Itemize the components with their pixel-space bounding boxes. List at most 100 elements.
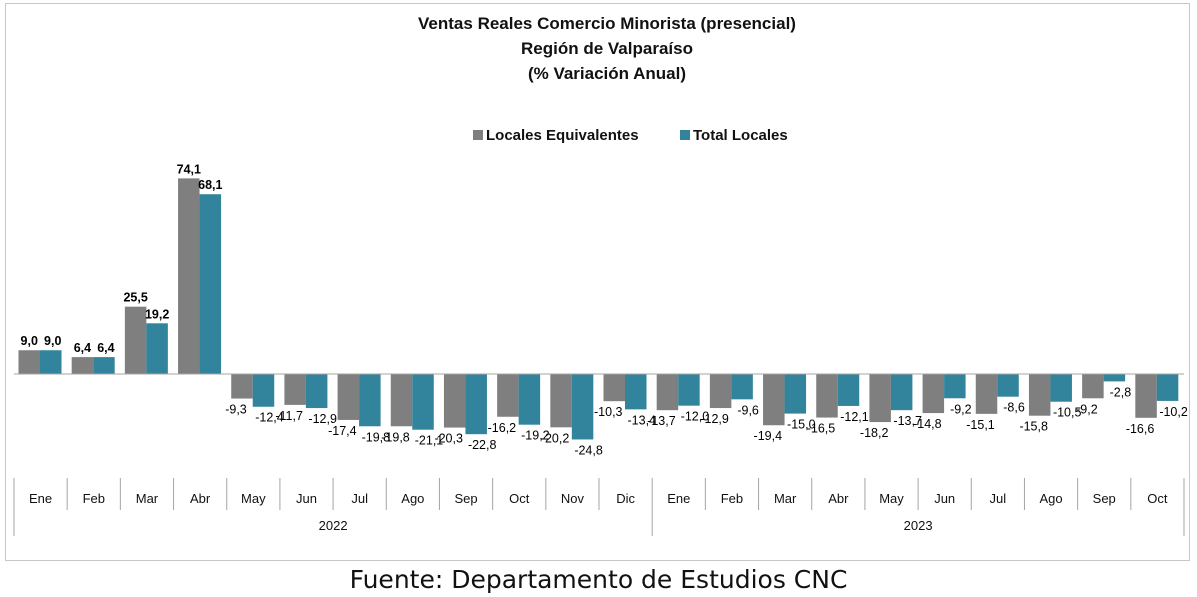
bar-total-locales-2 <box>146 323 168 374</box>
bar-total-locales-0 <box>40 350 62 374</box>
x-tick-label-7: Ago <box>401 491 424 506</box>
bar-total-locales-14 <box>784 374 807 414</box>
x-tick-label-12: Ene <box>667 491 690 506</box>
data-label-locales-equivalentes-3: 74,1 <box>177 162 201 176</box>
data-label-locales-equivalentes-12: -13,7 <box>647 414 676 428</box>
bar-total-locales-4 <box>252 374 275 407</box>
bar-total-locales-3 <box>199 194 222 374</box>
x-tick-label-5: Jun <box>296 491 317 506</box>
bar-locales-equivalentes-19 <box>1028 374 1051 416</box>
bar-total-locales-1 <box>93 357 115 374</box>
bar-locales-equivalentes-15 <box>816 374 838 418</box>
bar-total-locales-20 <box>1103 374 1126 382</box>
bar-total-locales-17 <box>944 374 966 399</box>
data-label-total-locales-20: -2,8 <box>1110 385 1132 399</box>
source-note: Fuente: Departamento de Estudios CNC <box>349 565 848 594</box>
legend-label-total-locales: Total Locales <box>693 127 788 144</box>
data-label-total-locales-4: -12,4 <box>255 411 284 425</box>
data-label-total-locales-0: 9,0 <box>44 334 61 348</box>
bar-locales-equivalentes-0 <box>18 350 40 374</box>
data-label-total-locales-16: -13,7 <box>893 414 922 428</box>
data-label-locales-equivalentes-2: 25,5 <box>123 291 147 305</box>
bar-locales-equivalentes-16 <box>869 374 891 423</box>
data-label-total-locales-13: -9,6 <box>737 403 759 417</box>
bar-locales-equivalentes-5 <box>284 374 306 405</box>
x-tick-label-8: Sep <box>454 491 477 506</box>
data-label-total-locales-15: -12,1 <box>840 410 869 424</box>
data-label-total-locales-5: -12,9 <box>308 412 337 426</box>
data-label-total-locales-18: -8,6 <box>1003 401 1025 415</box>
data-label-locales-equivalentes-8: -20,3 <box>434 432 463 446</box>
bar-locales-equivalentes-11 <box>603 374 625 402</box>
data-label-locales-equivalentes-17: -14,8 <box>913 417 942 431</box>
x-tick-label-14: Mar <box>774 491 797 506</box>
plot-bars <box>18 178 1179 440</box>
data-label-locales-equivalentes-15: -16,5 <box>807 422 836 436</box>
chart-title-line-3: (% Variación Anual) <box>528 64 686 83</box>
bar-locales-equivalentes-3 <box>178 178 200 374</box>
bar-total-locales-11 <box>625 374 647 410</box>
x-axis: Ene Feb Mar Abr May Jun Jul Ago Sep Oct Nov Dic Ene F… <box>13 478 1185 536</box>
x-tick-label-1: Feb <box>83 491 105 506</box>
data-label-locales-equivalentes-16: -18,2 <box>860 426 889 440</box>
data-label-locales-equivalentes-6: -17,4 <box>328 424 357 438</box>
bar-total-locales-21 <box>1156 374 1179 401</box>
bar-locales-equivalentes-21 <box>1135 374 1157 418</box>
bar-total-locales-15 <box>837 374 860 406</box>
bar-total-locales-9 <box>518 374 541 425</box>
data-label-total-locales-21: -10,2 <box>1159 405 1188 419</box>
bar-locales-equivalentes-2 <box>124 306 147 374</box>
x-tick-label-10: Nov <box>561 491 585 506</box>
bar-total-locales-13 <box>731 374 753 400</box>
legend-swatch-total-locales <box>680 130 690 140</box>
x-tick-label-15: Abr <box>828 491 849 506</box>
data-label-locales-equivalentes-21: -16,6 <box>1126 422 1155 436</box>
bar-total-locales-7 <box>412 374 434 430</box>
bar-locales-equivalentes-14 <box>763 374 785 426</box>
data-label-locales-equivalentes-11: -10,3 <box>594 405 623 419</box>
bar-locales-equivalentes-18 <box>975 374 998 414</box>
data-label-total-locales-17: -9,2 <box>950 402 972 416</box>
data-label-total-locales-3: 68,1 <box>198 178 222 192</box>
bar-total-locales-6 <box>359 374 381 427</box>
x-tick-label-21: Oct <box>1147 491 1168 506</box>
data-label-locales-equivalentes-18: -15,1 <box>966 418 995 432</box>
bar-total-locales-12 <box>678 374 700 406</box>
data-label-locales-equivalentes-20: -9,2 <box>1076 402 1098 416</box>
data-label-total-locales-11: -13,4 <box>628 413 657 427</box>
x-tick-label-2: Mar <box>136 491 159 506</box>
bar-locales-equivalentes-20 <box>1082 374 1104 399</box>
data-label-locales-equivalentes-13: -12,9 <box>700 412 729 426</box>
x-tick-label-6: Jul <box>351 491 368 506</box>
data-label-locales-equivalentes-7: -19,8 <box>381 430 410 444</box>
data-label-locales-equivalentes-5: -11,7 <box>275 409 303 423</box>
chart-frame: Ventas Reales Comercio Minorista (presen… <box>5 3 1190 561</box>
data-label-locales-equivalentes-4: -9,3 <box>225 403 247 417</box>
chart-title-line-1: Ventas Reales Comercio Minorista (presen… <box>418 14 796 33</box>
bar-locales-equivalentes-6 <box>337 374 360 420</box>
bar-locales-equivalentes-10 <box>550 374 572 428</box>
bar-locales-equivalentes-4 <box>231 374 253 399</box>
x-tick-label-20: Sep <box>1093 491 1116 506</box>
bar-total-locales-10 <box>571 374 594 440</box>
legend-label-locales-equivalentes: Locales Equivalentes <box>486 127 639 144</box>
x-tick-label-17: Jun <box>934 491 955 506</box>
data-label-total-locales-14: -15,0 <box>787 418 816 432</box>
data-label-locales-equivalentes-9: -16,2 <box>488 421 517 435</box>
bar-total-locales-18 <box>997 374 1019 397</box>
bar-locales-equivalentes-1 <box>71 357 94 374</box>
x-tick-label-11: Dic <box>616 491 635 506</box>
x-tick-label-0: Ene <box>29 491 52 506</box>
year-label-2022: 2022 <box>319 518 348 533</box>
year-label-2023: 2023 <box>904 518 933 533</box>
data-label-total-locales-8: -22,8 <box>468 438 497 452</box>
x-tick-label-9: Oct <box>509 491 530 506</box>
x-tick-label-18: Jul <box>990 491 1007 506</box>
bar-locales-equivalentes-17 <box>922 374 945 414</box>
data-label-total-locales-7: -21,1 <box>415 434 444 448</box>
x-tick-label-19: Ago <box>1039 491 1062 506</box>
bar-locales-equivalentes-9 <box>497 374 519 417</box>
data-label-locales-equivalentes-14: -19,4 <box>754 429 783 443</box>
data-label-total-locales-12: -12,0 <box>681 410 710 424</box>
x-tick-label-4: May <box>241 491 266 506</box>
